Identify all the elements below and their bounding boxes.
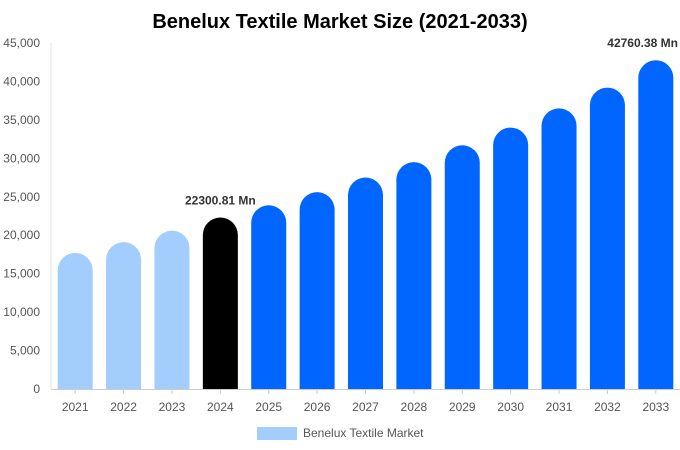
x-tick-label: 2024 bbox=[207, 400, 234, 414]
x-axis: 2021 2022 2023 2024 2025 2026 2027 2028 2029 2030… bbox=[51, 389, 680, 414]
x-tick-label: 2023 bbox=[159, 400, 186, 414]
y-tick-label: 40,000 bbox=[3, 74, 40, 88]
bar-2024 bbox=[202, 217, 238, 389]
data-label-2024: 22300.81 Mn bbox=[185, 194, 256, 208]
bar-2029 bbox=[444, 145, 480, 389]
bar-2033 bbox=[638, 60, 674, 390]
bar-2031 bbox=[541, 108, 577, 390]
chart-title: Benelux Textile Market Size (2021-2033) bbox=[152, 11, 527, 33]
bar-2032 bbox=[589, 87, 625, 390]
bar-2023 bbox=[154, 230, 190, 389]
x-tick-label: 2031 bbox=[546, 400, 573, 414]
y-axis: 0 5,000 10,000 15,000 20,000 25,000 30,000 35,0… bbox=[3, 36, 52, 396]
y-tick-label: 0 bbox=[33, 382, 40, 396]
y-tick-label: 5,000 bbox=[10, 344, 40, 358]
bar-2027 bbox=[348, 177, 383, 389]
x-tick-label: 2029 bbox=[449, 400, 476, 414]
bars bbox=[57, 60, 674, 390]
x-tick-label: 2030 bbox=[497, 400, 524, 414]
y-tick-label: 20,000 bbox=[3, 228, 40, 242]
bar-2025 bbox=[251, 205, 287, 389]
y-tick-label: 35,000 bbox=[3, 113, 40, 127]
data-label-2033: 42760.38 Mn bbox=[607, 36, 678, 50]
y-tick-label: 25,000 bbox=[3, 190, 40, 204]
bar-2028 bbox=[396, 162, 432, 389]
bar-2021 bbox=[57, 252, 93, 389]
legend: Benelux Textile Market bbox=[257, 426, 424, 440]
data-labels: 22300.81 Mn 42760.38 Mn bbox=[185, 36, 678, 207]
x-tick-label: 2033 bbox=[642, 400, 669, 414]
y-tick-label: 10,000 bbox=[3, 305, 40, 319]
x-tick-label: 2027 bbox=[352, 400, 379, 414]
legend-swatch bbox=[257, 427, 297, 440]
x-tick-label: 2028 bbox=[401, 400, 428, 414]
y-tick-label: 15,000 bbox=[3, 267, 40, 281]
legend-label: Benelux Textile Market bbox=[303, 426, 424, 440]
x-tick-label: 2026 bbox=[304, 400, 331, 414]
x-tick-label: 2025 bbox=[255, 400, 282, 414]
bar-2030 bbox=[493, 127, 529, 390]
y-tick-label: 45,000 bbox=[3, 36, 40, 50]
bar-2026 bbox=[299, 192, 335, 389]
x-tick-label: 2022 bbox=[110, 400, 137, 414]
y-tick-label: 30,000 bbox=[3, 151, 40, 165]
bar-2022 bbox=[106, 242, 142, 389]
x-tick-label: 2032 bbox=[594, 400, 621, 414]
x-tick-label: 2021 bbox=[62, 400, 89, 414]
